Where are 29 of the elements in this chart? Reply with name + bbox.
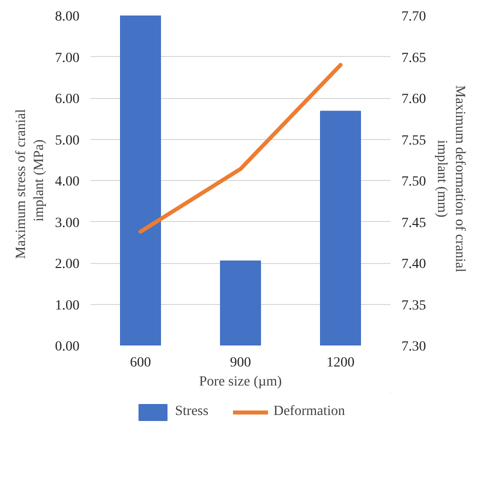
y-tick-label: 1.00	[55, 298, 80, 314]
y2-tick-label: 7.30	[402, 340, 426, 354]
y-tick-label: 2.00	[55, 257, 80, 272]
y-tick-label: 3.00	[55, 216, 80, 231]
bar	[220, 260, 261, 346]
y2-tick-label: 7.60	[402, 92, 426, 107]
y2-tick-label: 7.40	[402, 257, 426, 272]
y-tick-label: 6.00	[55, 92, 80, 107]
bar	[320, 110, 361, 346]
y-tick-label: 8.00	[55, 10, 80, 24]
bar	[120, 16, 161, 346]
y2-tick-label: 7.50	[402, 174, 426, 190]
y2-axis-title: Maximum deformation of cranial implant (mm)	[434, 85, 467, 272]
x-tick-label: 1200	[326, 356, 354, 370]
x-axis-title: Pore size (µm)	[199, 374, 282, 390]
y-tick-label: 0.00	[55, 340, 80, 354]
y2-tick-label: 7.70	[402, 10, 426, 24]
y-tick-label: 4.00	[55, 174, 80, 190]
legend-label: Stress	[175, 404, 208, 420]
legend-label: Deformation	[273, 404, 345, 420]
y2-tick-label: 7.35	[402, 298, 426, 314]
x-tick-label: 900	[230, 356, 251, 370]
y2-tick-label: 7.55	[402, 133, 426, 148]
x-tick-label: 600	[130, 356, 151, 370]
y2-tick-label: 7.45	[402, 216, 426, 231]
y-axis-title: Maximum stress of cranial implant (MPa)	[14, 109, 47, 259]
y2-tick-label: 7.65	[402, 50, 426, 66]
y-tick-label: 5.00	[55, 133, 80, 148]
y-tick-label: 7.00	[55, 50, 80, 66]
